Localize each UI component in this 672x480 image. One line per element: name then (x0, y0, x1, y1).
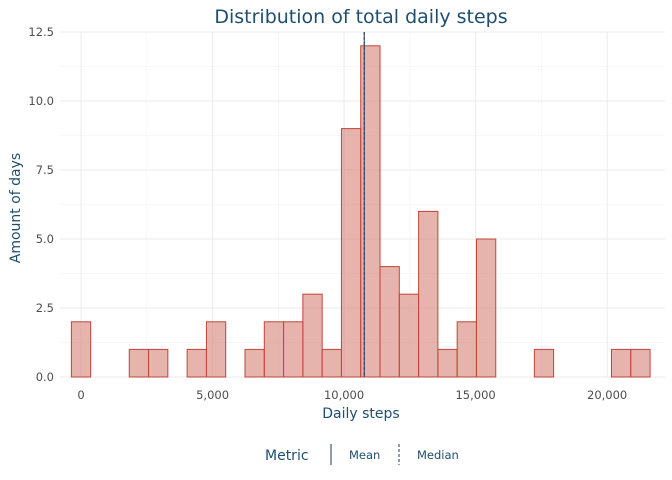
x-tick-label: 15,000 (455, 388, 495, 402)
histogram-bar (533, 348, 555, 378)
histogram-bar (70, 321, 92, 378)
histogram-bar (302, 293, 323, 378)
chart-title: Distribution of total daily steps (214, 6, 507, 28)
x-tick-label: 10,000 (324, 388, 364, 402)
histogram-bar (360, 45, 381, 378)
histogram-bar (418, 210, 439, 378)
histogram-bar (437, 348, 458, 378)
histogram-bar (128, 348, 150, 378)
histogram-bar (205, 321, 227, 378)
histogram-bar (283, 321, 304, 378)
legend: Metric Mean Median (265, 444, 459, 465)
x-tick-label: 20,000 (587, 388, 627, 402)
histogram-bar (148, 348, 169, 378)
histogram-bar (321, 348, 342, 378)
y-axis-ticks: 0.0 2.5 5.0 7.5 10.0 12.5 (28, 25, 54, 384)
x-axis-title: Daily steps (322, 406, 399, 422)
y-tick-label: 5.0 (36, 232, 54, 246)
histogram-bar (456, 321, 477, 378)
x-tick-label: 0 (77, 388, 84, 402)
y-tick-label: 0.0 (36, 370, 54, 384)
histogram-bar (186, 348, 207, 378)
legend-median-label: Median (417, 448, 459, 462)
y-tick-label: 2.5 (36, 301, 54, 315)
legend-mean-label: Mean (349, 448, 380, 462)
x-axis-ticks: 0 5,000 10,000 15,000 20,000 (77, 388, 627, 402)
histogram-bar (379, 266, 400, 378)
y-tick-label: 10.0 (28, 94, 54, 108)
histogram-bar (475, 238, 497, 378)
histogram-bar (610, 348, 632, 378)
histogram-bar (340, 128, 362, 378)
legend-title: Metric (265, 448, 309, 464)
histogram-bar (630, 348, 651, 378)
x-tick-label: 5,000 (196, 388, 229, 402)
y-axis-title: Amount of days (8, 153, 24, 263)
histogram-bar (244, 348, 265, 378)
histogram-bar (398, 293, 420, 378)
histogram-bar (263, 321, 285, 378)
bars (70, 45, 651, 378)
y-tick-label: 12.5 (28, 25, 54, 39)
y-tick-label: 7.5 (36, 163, 54, 177)
